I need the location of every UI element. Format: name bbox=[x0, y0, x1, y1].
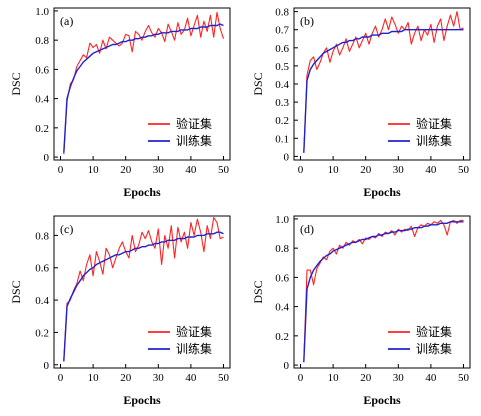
x-tick-label: 40 bbox=[185, 372, 197, 384]
x-tick-label: 30 bbox=[393, 164, 405, 176]
y-tick-label: 0.8 bbox=[35, 230, 49, 242]
y-tick-label: 0.4 bbox=[275, 79, 289, 91]
chart-panel-2: 0 10 20 30 40 50 0 0.2 0.4 0.6 0.8 Epochs DSC (c) 验证集训… bbox=[9, 215, 231, 407]
x-tick-label: 10 bbox=[328, 164, 340, 176]
y-axis-label: DSC bbox=[251, 72, 265, 95]
x-axis-label: Epochs bbox=[123, 185, 161, 199]
y-tick-label: 0 bbox=[284, 360, 290, 372]
x-tick-label: 30 bbox=[393, 372, 405, 384]
chart-panel-0: 0 10 20 30 40 50 0 0.2 0.4 0.6 0.8 1.0 Epochs DSC (a) 验… bbox=[9, 6, 231, 199]
plot-frame bbox=[53, 7, 231, 161]
x-tick-label: 10 bbox=[88, 164, 100, 176]
x-tick-label: 50 bbox=[218, 372, 230, 384]
y-tick-label: 0.2 bbox=[275, 115, 289, 127]
y-tick-label: 1.0 bbox=[35, 6, 49, 18]
y-tick-label: 0.1 bbox=[275, 133, 289, 145]
x-tick-label: 50 bbox=[458, 372, 470, 384]
legend-entry-label: 验证集 bbox=[176, 116, 212, 131]
x-tick-label: 0 bbox=[58, 372, 64, 384]
x-tick-label: 30 bbox=[153, 164, 165, 176]
panel-label: (d) bbox=[300, 222, 314, 236]
x-tick-label: 50 bbox=[218, 164, 230, 176]
y-tick-label: 0.6 bbox=[275, 272, 289, 284]
series-line-validation bbox=[303, 219, 464, 363]
series-line-training bbox=[63, 23, 224, 153]
y-tick-label: 0.4 bbox=[275, 302, 289, 314]
y-tick-label: 0 bbox=[284, 151, 290, 163]
x-tick-label: 40 bbox=[185, 164, 197, 176]
y-tick-label: 0.6 bbox=[275, 43, 289, 55]
legend-entry-label: 验证集 bbox=[416, 324, 452, 339]
x-tick-label: 0 bbox=[298, 372, 304, 384]
y-tick-label: 0 bbox=[44, 360, 50, 372]
y-tick-label: 0.2 bbox=[35, 123, 49, 135]
x-axis-label: Epochs bbox=[363, 393, 401, 407]
series-line-training bbox=[303, 29, 464, 153]
x-tick-label: 0 bbox=[58, 164, 64, 176]
x-tick-label: 20 bbox=[360, 372, 372, 384]
x-axis-label: Epochs bbox=[363, 185, 401, 199]
y-tick-label: 0.5 bbox=[275, 61, 289, 73]
y-tick-label: 1.0 bbox=[275, 214, 289, 226]
chart-panel-3: 0 10 20 30 40 50 0 0.2 0.4 0.6 0.8 1.0 Epochs DSC (d) 验… bbox=[251, 214, 471, 407]
y-tick-label: 0 bbox=[44, 152, 50, 164]
chart-panel-1: 0 10 20 30 40 50 0 0.1 0.2 0.3 0.4 0.5 0.6 0.7 0.8 Epoc… bbox=[251, 7, 471, 199]
y-tick-label: 0.3 bbox=[275, 97, 289, 109]
panel-label: (a) bbox=[60, 14, 73, 28]
legend-entry-label: 验证集 bbox=[176, 324, 212, 339]
x-tick-label: 50 bbox=[458, 164, 470, 176]
y-tick-label: 0.8 bbox=[275, 243, 289, 255]
y-tick-label: 0.2 bbox=[275, 331, 289, 343]
y-tick-label: 0.6 bbox=[35, 64, 49, 76]
x-tick-label: 40 bbox=[425, 164, 437, 176]
y-tick-label: 0.8 bbox=[275, 7, 289, 19]
x-tick-label: 10 bbox=[88, 372, 100, 384]
series-line-validation bbox=[63, 217, 224, 360]
y-tick-label: 0.4 bbox=[35, 94, 49, 106]
x-tick-label: 40 bbox=[425, 372, 437, 384]
x-tick-label: 0 bbox=[298, 164, 304, 176]
y-tick-label: 0.6 bbox=[35, 263, 49, 275]
series-line-training bbox=[63, 231, 224, 362]
panel-label: (c) bbox=[60, 222, 73, 236]
y-tick-label: 0.4 bbox=[35, 295, 49, 307]
legend-entry-label: 训练集 bbox=[176, 341, 212, 356]
y-axis-label: DSC bbox=[9, 72, 23, 95]
x-tick-label: 20 bbox=[120, 372, 132, 384]
legend-entry-label: 验证集 bbox=[416, 116, 452, 131]
x-tick-label: 10 bbox=[328, 372, 340, 384]
x-tick-label: 20 bbox=[360, 164, 372, 176]
x-axis-label: Epochs bbox=[123, 393, 161, 407]
series-line-validation bbox=[303, 11, 464, 153]
y-tick-label: 0.2 bbox=[35, 327, 49, 339]
legend-entry-label: 训练集 bbox=[176, 133, 212, 148]
y-axis-label: DSC bbox=[251, 280, 265, 303]
legend-entry-label: 训练集 bbox=[416, 133, 452, 148]
x-tick-label: 30 bbox=[153, 372, 165, 384]
y-tick-label: 0.8 bbox=[35, 35, 49, 47]
x-tick-label: 20 bbox=[120, 164, 132, 176]
series-line-training bbox=[303, 221, 464, 363]
plot-frame bbox=[293, 215, 471, 369]
legend-entry-label: 训练集 bbox=[416, 341, 452, 356]
plot-frame bbox=[53, 215, 231, 369]
series-line-validation bbox=[63, 11, 225, 155]
y-tick-label: 0.7 bbox=[275, 25, 289, 37]
y-axis-label: DSC bbox=[9, 280, 23, 303]
panel-label: (b) bbox=[300, 14, 314, 28]
